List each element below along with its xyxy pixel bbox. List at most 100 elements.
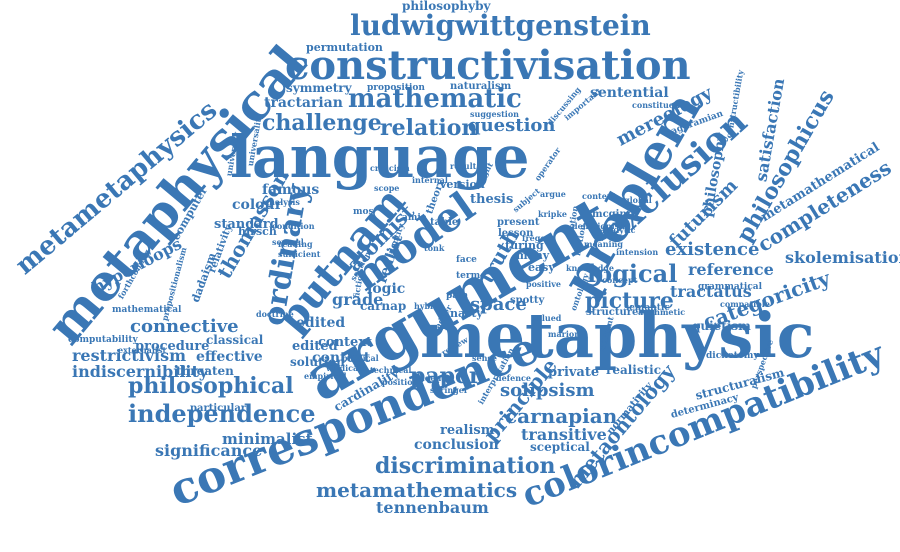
word: suggestion [470, 109, 519, 119]
word: mathematical [112, 305, 182, 315]
word: tractarian [264, 95, 343, 111]
word: intension [616, 247, 659, 257]
word: scope [374, 183, 400, 193]
word: face [456, 255, 477, 265]
word: nasty [450, 307, 483, 320]
word: lesson [498, 228, 534, 239]
word: solipsism [500, 380, 595, 401]
word: sentential [590, 85, 669, 101]
word: analysis [264, 197, 300, 207]
word: significance [155, 441, 263, 460]
word: colour [232, 197, 283, 213]
word: carnapian [505, 404, 618, 428]
word: mcginn [592, 209, 635, 220]
word: argue [540, 189, 566, 199]
word: space [470, 294, 527, 315]
word: positive [526, 279, 561, 289]
word: vindicate [326, 363, 367, 373]
word: semantic [624, 303, 670, 313]
word: philosophyby [402, 0, 491, 13]
word: picture [585, 288, 674, 314]
word: classical [206, 333, 264, 347]
word: independence [128, 399, 316, 428]
word: dichotomy [706, 351, 759, 361]
word: computability [68, 335, 138, 345]
word: metaphysic [420, 299, 815, 372]
word: edited [296, 315, 346, 331]
word: sceptical [530, 440, 590, 454]
word: realism [440, 423, 495, 438]
word: version [440, 178, 485, 191]
word: easy [528, 261, 555, 274]
word: marion [548, 329, 581, 339]
word: standard [214, 217, 279, 232]
word: internal [412, 175, 448, 185]
word: indiscernibility [72, 362, 209, 381]
word: naturalism [450, 81, 512, 92]
word: discrimination [375, 453, 556, 479]
word: spotty [510, 295, 545, 306]
word: skolemisation [785, 248, 900, 267]
word: metamathematics [316, 478, 518, 502]
word: conclusion [414, 437, 499, 453]
word: existence [665, 239, 760, 260]
word: transitive [521, 425, 607, 444]
word: carnap [360, 299, 407, 313]
word: frege [522, 233, 546, 243]
word: grammatical [698, 282, 763, 292]
word: defence [496, 373, 531, 383]
word: relation [380, 115, 478, 141]
word: hirsch [238, 225, 277, 238]
word: operator [532, 145, 563, 183]
word: tractatus [670, 282, 752, 301]
word: realistic [606, 363, 662, 377]
word: pain [446, 291, 469, 301]
word: valued [532, 313, 562, 323]
word: turing [505, 239, 544, 252]
word: restrictivism [72, 346, 187, 365]
word: analytic [600, 225, 636, 235]
word: externalist [118, 345, 167, 355]
word: effective [196, 349, 263, 365]
word: language [230, 123, 530, 191]
word: logic [367, 281, 406, 297]
word: position [382, 377, 419, 387]
word: dadaism [188, 251, 219, 304]
word: tonk [424, 243, 445, 253]
word: deflationism [572, 221, 628, 231]
word: paper [410, 363, 481, 389]
word: knowledge [566, 263, 614, 273]
word: famous [262, 182, 320, 198]
word: arithmetic [638, 307, 686, 317]
word: present [497, 217, 540, 228]
word: mathematic [348, 84, 522, 114]
word: term [456, 271, 481, 281]
word: connective [130, 316, 239, 337]
word: hybrid [414, 301, 443, 311]
word: several [272, 237, 304, 247]
word: meaning [584, 239, 624, 249]
word: minimalist [222, 430, 313, 448]
word: amie [402, 213, 427, 223]
word: proposition [367, 83, 425, 93]
word: context [318, 335, 373, 350]
word: compatible [720, 299, 770, 309]
word: grade [332, 290, 384, 309]
word: sense [472, 353, 498, 363]
word: context [312, 350, 371, 366]
word: structure [586, 307, 639, 318]
word: philosophical [128, 373, 294, 399]
word: solution [290, 355, 345, 369]
word: global [624, 195, 652, 205]
word: content [582, 191, 617, 201]
word: procedure [135, 339, 210, 354]
word: many [516, 249, 550, 262]
word: mos [353, 207, 374, 217]
word: sufficient [278, 249, 321, 259]
word: doctrine [256, 309, 294, 319]
word: permutation [306, 41, 383, 54]
word: physical [342, 353, 379, 363]
word: kripke [538, 209, 568, 219]
word: criticism [370, 163, 410, 173]
